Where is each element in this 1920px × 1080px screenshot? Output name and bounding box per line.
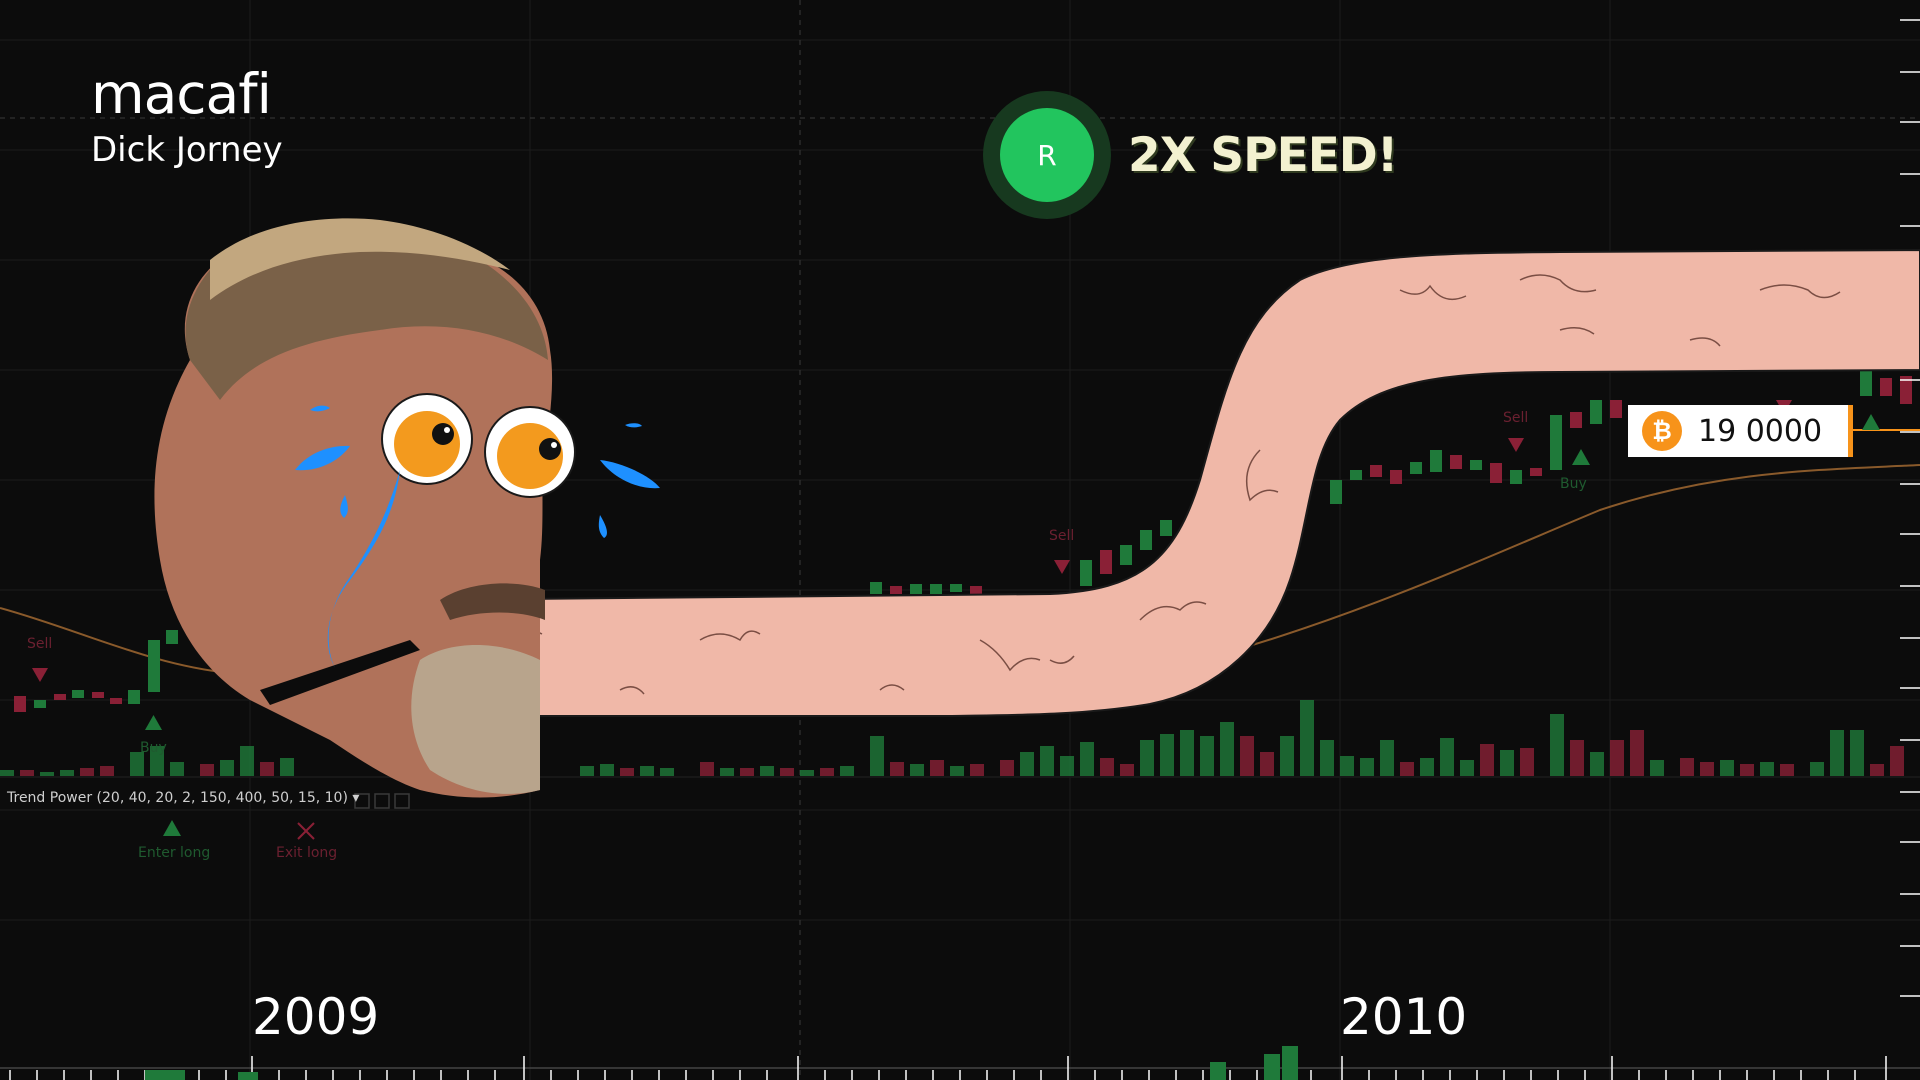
buy-signal-label: Buy <box>1560 476 1587 492</box>
enter-long-marker <box>163 820 181 836</box>
time-axis-ticks <box>0 1056 1920 1080</box>
buy-marker <box>1862 414 1880 430</box>
sell-signal-label: Sell <box>27 636 53 652</box>
enter-long-label: Enter long <box>138 845 211 861</box>
sell-marker <box>1508 438 1524 452</box>
video-title: macafi <box>91 62 272 126</box>
buy-signal-label: Buy <box>140 740 167 756</box>
face-cutout <box>154 218 553 798</box>
exit-long-marker <box>297 822 315 840</box>
speed-key-badge[interactable]: R <box>983 91 1111 219</box>
long-nose-shape <box>414 248 1920 717</box>
year-label-2010: 2010 <box>1340 988 1468 1046</box>
sell-marker <box>32 668 48 682</box>
bitcoin-icon: ₿ <box>1642 411 1682 451</box>
candlesticks <box>14 370 1912 712</box>
nose-vein-marks <box>479 274 1841 695</box>
indicator-controls[interactable] <box>354 793 410 809</box>
sell-signal-label: Sell <box>1503 410 1529 426</box>
bottom-volume-peek <box>145 1046 1298 1080</box>
buy-marker <box>145 715 162 730</box>
buy-marker <box>1572 449 1590 465</box>
price-axis-ticks <box>1900 19 1920 997</box>
sell-signal-label: Sell <box>1049 528 1075 544</box>
year-label-2009: 2009 <box>252 988 380 1046</box>
exit-long-label: Exit long <box>276 845 338 861</box>
speed-label: 2X SPEED! <box>1128 128 1398 183</box>
cartoon-eyes <box>381 393 576 498</box>
indicator-label[interactable]: Trend Power (20, 40, 20, 2, 150, 400, 50… <box>7 790 360 806</box>
video-subtitle: Dick Jorney <box>91 130 283 170</box>
sell-marker <box>1054 560 1070 574</box>
speed-key-letter: R <box>1000 108 1094 202</box>
moving-average-line <box>0 464 1920 675</box>
price-value: 19 0000 <box>1698 413 1823 449</box>
price-tag: ₿ 19 0000 <box>1628 405 1853 457</box>
tear-drops <box>295 405 660 668</box>
volume-bars <box>0 700 1920 778</box>
